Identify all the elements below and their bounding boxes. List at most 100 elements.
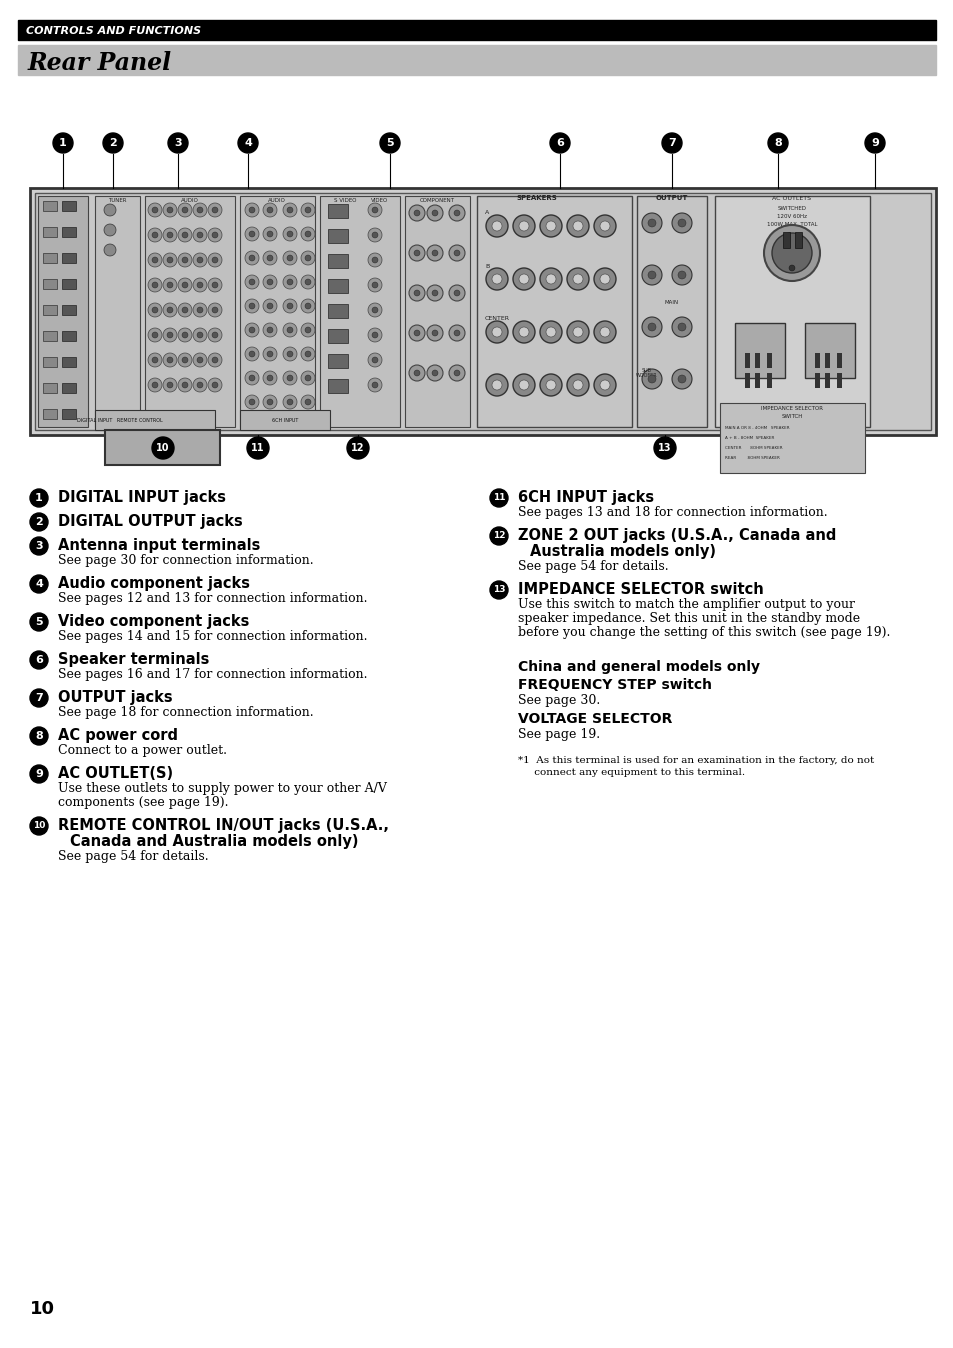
Circle shape (245, 299, 258, 313)
Bar (714, 195, 869, 427)
Circle shape (301, 371, 314, 386)
Circle shape (267, 350, 273, 357)
Circle shape (193, 204, 207, 217)
Circle shape (449, 245, 464, 262)
Circle shape (178, 303, 192, 317)
Text: Canada and Australia models only): Canada and Australia models only) (70, 834, 358, 849)
Circle shape (167, 307, 172, 313)
Bar (18, 44, 935, 75)
Circle shape (249, 279, 254, 284)
Circle shape (432, 290, 437, 297)
Circle shape (368, 228, 381, 243)
Circle shape (167, 208, 172, 213)
Circle shape (178, 328, 192, 342)
Bar (405, 195, 470, 427)
Circle shape (30, 689, 48, 706)
Bar (319, 195, 399, 427)
Text: 10: 10 (32, 821, 45, 830)
Text: See page 19.: See page 19. (517, 728, 599, 741)
Circle shape (212, 208, 218, 213)
Circle shape (212, 257, 218, 263)
Bar (824, 373, 829, 388)
Bar (62, 305, 76, 315)
Circle shape (427, 365, 442, 381)
Bar (95, 410, 214, 430)
Circle shape (196, 307, 203, 313)
Circle shape (148, 328, 162, 342)
Circle shape (287, 399, 293, 404)
Circle shape (599, 221, 609, 231)
Text: REMOTE CONTROL IN/OUT jacks (U.S.A.,: REMOTE CONTROL IN/OUT jacks (U.S.A., (58, 818, 389, 833)
Circle shape (368, 303, 381, 317)
Circle shape (30, 727, 48, 745)
Text: 5: 5 (35, 617, 43, 627)
Text: See page 30.: See page 30. (517, 694, 599, 706)
Circle shape (301, 324, 314, 337)
Circle shape (152, 282, 158, 288)
Text: MAIN: MAIN (664, 301, 679, 306)
Circle shape (178, 204, 192, 217)
Circle shape (678, 271, 685, 279)
Bar (782, 232, 789, 248)
Circle shape (148, 278, 162, 293)
Circle shape (104, 244, 116, 256)
Circle shape (647, 218, 656, 226)
Circle shape (208, 204, 222, 217)
Circle shape (545, 274, 556, 284)
Circle shape (263, 324, 276, 337)
Circle shape (283, 204, 296, 217)
Circle shape (283, 395, 296, 408)
Text: VIDEO: VIDEO (371, 198, 388, 202)
Circle shape (647, 271, 656, 279)
Text: 120V 60Hz: 120V 60Hz (776, 213, 806, 218)
Circle shape (30, 817, 48, 834)
Circle shape (163, 303, 177, 317)
Text: IMPEDANCE SELECTOR: IMPEDANCE SELECTOR (760, 406, 822, 411)
Circle shape (641, 317, 661, 337)
Circle shape (267, 279, 273, 284)
Text: AC power cord: AC power cord (58, 728, 178, 743)
Bar (734, 324, 784, 377)
Circle shape (599, 274, 609, 284)
Circle shape (245, 346, 258, 361)
Circle shape (641, 213, 661, 233)
Circle shape (163, 253, 177, 267)
Bar (43, 383, 57, 394)
Circle shape (661, 133, 681, 154)
Text: OUTPUT: OUTPUT (655, 195, 687, 201)
Text: CONTROLS AND FUNCTIONS: CONTROLS AND FUNCTIONS (26, 26, 201, 36)
Circle shape (167, 381, 172, 388)
Circle shape (212, 357, 218, 363)
Circle shape (193, 303, 207, 317)
Text: 10: 10 (30, 1299, 55, 1318)
Bar (43, 253, 57, 263)
Circle shape (247, 437, 269, 460)
Bar (43, 279, 57, 288)
Text: AC OUTLET(S): AC OUTLET(S) (58, 766, 172, 780)
Circle shape (490, 581, 507, 599)
Circle shape (449, 365, 464, 381)
Text: See page 30 for connection information.: See page 30 for connection information. (58, 554, 314, 568)
Text: 6: 6 (556, 137, 563, 148)
Text: SUB
WOOFER: SUB WOOFER (636, 368, 658, 379)
Text: 4: 4 (244, 137, 252, 148)
Circle shape (287, 255, 293, 262)
Circle shape (267, 399, 273, 404)
Circle shape (550, 133, 569, 154)
Circle shape (167, 282, 172, 288)
Text: OUTPUT jacks: OUTPUT jacks (58, 690, 172, 705)
Text: *1  As this terminal is used for an examination in the factory, do not: *1 As this terminal is used for an exami… (517, 756, 873, 766)
Text: SWITCHED: SWITCHED (777, 205, 805, 210)
Circle shape (182, 332, 188, 338)
Circle shape (305, 208, 311, 213)
Circle shape (513, 321, 535, 342)
Text: 3: 3 (35, 541, 43, 551)
Text: See pages 16 and 17 for connection information.: See pages 16 and 17 for connection infor… (58, 669, 367, 681)
Circle shape (513, 373, 535, 396)
Circle shape (167, 357, 172, 363)
Circle shape (245, 324, 258, 337)
Circle shape (30, 537, 48, 555)
Bar (240, 410, 330, 430)
Circle shape (249, 350, 254, 357)
Text: DIGITAL INPUT   REMOTE CONTROL: DIGITAL INPUT REMOTE CONTROL (77, 418, 163, 422)
